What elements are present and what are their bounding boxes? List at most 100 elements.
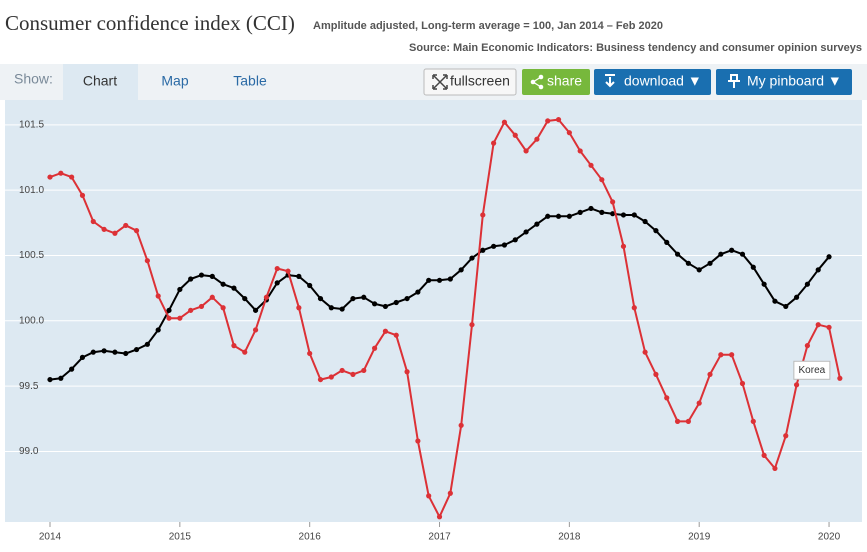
- data-point: [372, 345, 378, 351]
- data-point: [555, 213, 562, 219]
- data-point: [209, 273, 215, 279]
- data-point: [588, 205, 594, 212]
- data-point: [815, 322, 821, 328]
- data-point: [783, 303, 789, 310]
- x-tick-label: 2018: [558, 532, 581, 543]
- x-tick-label: 2019: [688, 532, 711, 543]
- data-point: [512, 237, 518, 243]
- data-point: [79, 354, 86, 360]
- data-point: [447, 276, 453, 282]
- data-point: [480, 247, 486, 253]
- data-point: [112, 230, 118, 236]
- tab-table[interactable]: Table: [233, 73, 267, 89]
- data-point: [642, 218, 648, 225]
- data-point: [642, 349, 648, 355]
- data-point: [112, 349, 118, 355]
- data-point: [188, 276, 194, 282]
- data-point: [696, 267, 702, 273]
- data-point: [523, 148, 529, 154]
- data-point: [793, 382, 800, 388]
- pinboard-text[interactable]: My pinboard ▼: [747, 73, 842, 89]
- data-point: [209, 294, 215, 300]
- data-point: [123, 350, 129, 357]
- data-point: [599, 177, 605, 183]
- data-point: [458, 267, 464, 273]
- x-tick-label: 2016: [299, 532, 322, 543]
- data-point: [90, 218, 96, 225]
- data-point: [545, 213, 551, 219]
- data-point: [242, 295, 248, 302]
- active-tab[interactable]: [63, 64, 138, 101]
- data-point: [252, 307, 259, 313]
- data-point: [696, 400, 702, 406]
- share-button[interactable]: [522, 69, 590, 95]
- tab-map[interactable]: Map: [161, 73, 188, 89]
- y-tick-label: 99.0: [19, 446, 39, 457]
- data-point: [263, 294, 269, 300]
- data-point: [491, 243, 497, 249]
- source-note: Source: Main Economic Indicators: Busine…: [409, 42, 862, 54]
- data-point: [566, 213, 572, 219]
- data-point: [718, 352, 724, 358]
- x-tick-label: 2017: [428, 532, 451, 543]
- data-point: [545, 118, 551, 124]
- data-point: [436, 277, 443, 283]
- data-point: [610, 199, 616, 205]
- tab-chart[interactable]: Chart: [83, 73, 117, 89]
- data-point: [620, 212, 627, 218]
- data-point: [350, 371, 356, 377]
- data-point: [285, 268, 291, 274]
- data-point: [793, 294, 800, 300]
- data-point: [144, 258, 150, 264]
- series-label: Korea: [799, 365, 826, 376]
- data-point: [491, 140, 497, 146]
- data-point: [47, 174, 53, 180]
- data-point: [566, 130, 572, 136]
- data-point: [826, 254, 832, 260]
- data-point: [328, 374, 334, 380]
- data-point: [274, 265, 280, 272]
- data-point: [599, 209, 605, 215]
- data-point: [610, 211, 616, 217]
- download-button[interactable]: [594, 69, 711, 95]
- data-point: [837, 375, 843, 381]
- share-text[interactable]: share: [547, 73, 582, 89]
- data-point: [501, 119, 508, 125]
- download-icon: [605, 74, 615, 88]
- data-point: [436, 514, 443, 520]
- data-point: [393, 299, 399, 306]
- data-point: [155, 293, 161, 299]
- x-tick-label: 2020: [818, 532, 841, 543]
- plot-area: [5, 100, 862, 522]
- data-point: [231, 285, 237, 291]
- y-tick-label: 100.0: [19, 315, 44, 326]
- x-tick-label: 2014: [39, 532, 62, 543]
- data-point: [198, 303, 205, 310]
- fullscreen-text[interactable]: fullscreen: [450, 73, 510, 89]
- data-point: [155, 327, 161, 333]
- data-point: [58, 375, 64, 381]
- data-point: [361, 294, 367, 300]
- data-point: [729, 247, 735, 253]
- data-point: [328, 305, 334, 311]
- data-point: [750, 264, 756, 270]
- pinboard-button[interactable]: [716, 69, 852, 95]
- data-point: [317, 295, 324, 302]
- data-point: [58, 170, 64, 176]
- data-point: [469, 255, 475, 261]
- download-text[interactable]: download ▼: [624, 73, 702, 89]
- x-tick-label: 2015: [169, 532, 192, 543]
- data-point: [512, 132, 518, 138]
- data-point: [772, 298, 778, 304]
- data-point: [674, 418, 681, 424]
- data-point: [296, 305, 302, 311]
- data-point: [469, 322, 475, 328]
- data-point: [620, 243, 627, 249]
- data-point: [685, 418, 691, 424]
- pin-icon: [728, 74, 740, 88]
- data-point: [79, 192, 86, 198]
- data-point: [426, 277, 432, 283]
- data-point: [101, 226, 107, 232]
- data-point: [133, 228, 140, 234]
- data-point: [501, 242, 508, 248]
